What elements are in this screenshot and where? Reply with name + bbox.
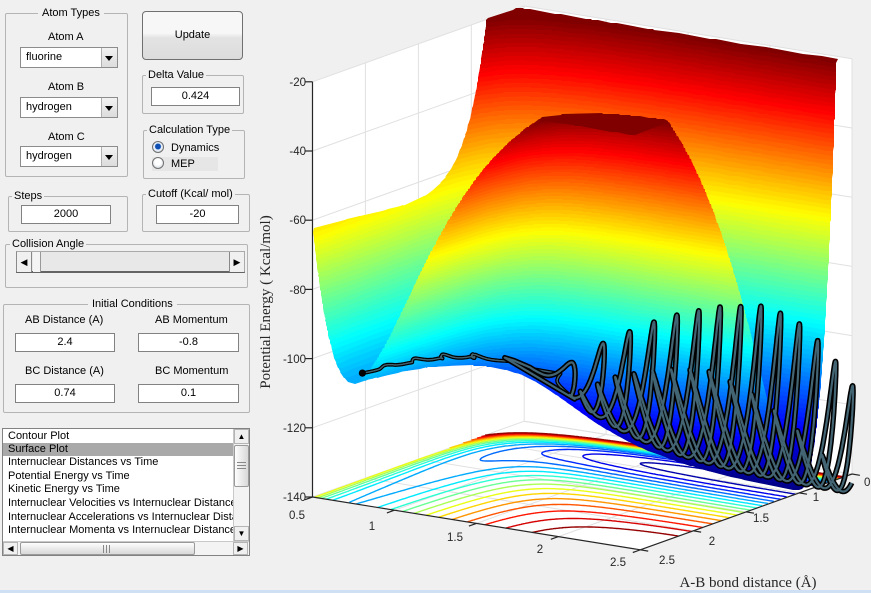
svg-text:2.5: 2.5 [659, 555, 675, 567]
svg-text:2: 2 [537, 544, 543, 556]
svg-text:2: 2 [709, 536, 715, 548]
svg-text:-20: -20 [289, 77, 306, 89]
svg-text:0.5: 0.5 [289, 510, 305, 522]
svg-text:A-B bond distance (Å): A-B bond distance (Å) [679, 575, 816, 591]
svg-text:1: 1 [369, 521, 375, 533]
svg-text:0.5: 0.5 [864, 477, 871, 489]
svg-text:-140: -140 [283, 492, 306, 504]
svg-text:1.5: 1.5 [753, 513, 769, 525]
svg-text:Potential Energy ( Kcal/mol): Potential Energy ( Kcal/mol) [258, 215, 274, 388]
svg-text:2.5: 2.5 [610, 557, 626, 569]
svg-text:-80: -80 [289, 285, 306, 297]
svg-text:1: 1 [813, 492, 819, 504]
svg-text:-120: -120 [283, 423, 306, 435]
svg-text:-40: -40 [289, 146, 306, 158]
svg-text:-60: -60 [289, 215, 306, 227]
svg-text:-100: -100 [283, 354, 306, 366]
svg-text:1.5: 1.5 [447, 532, 463, 544]
